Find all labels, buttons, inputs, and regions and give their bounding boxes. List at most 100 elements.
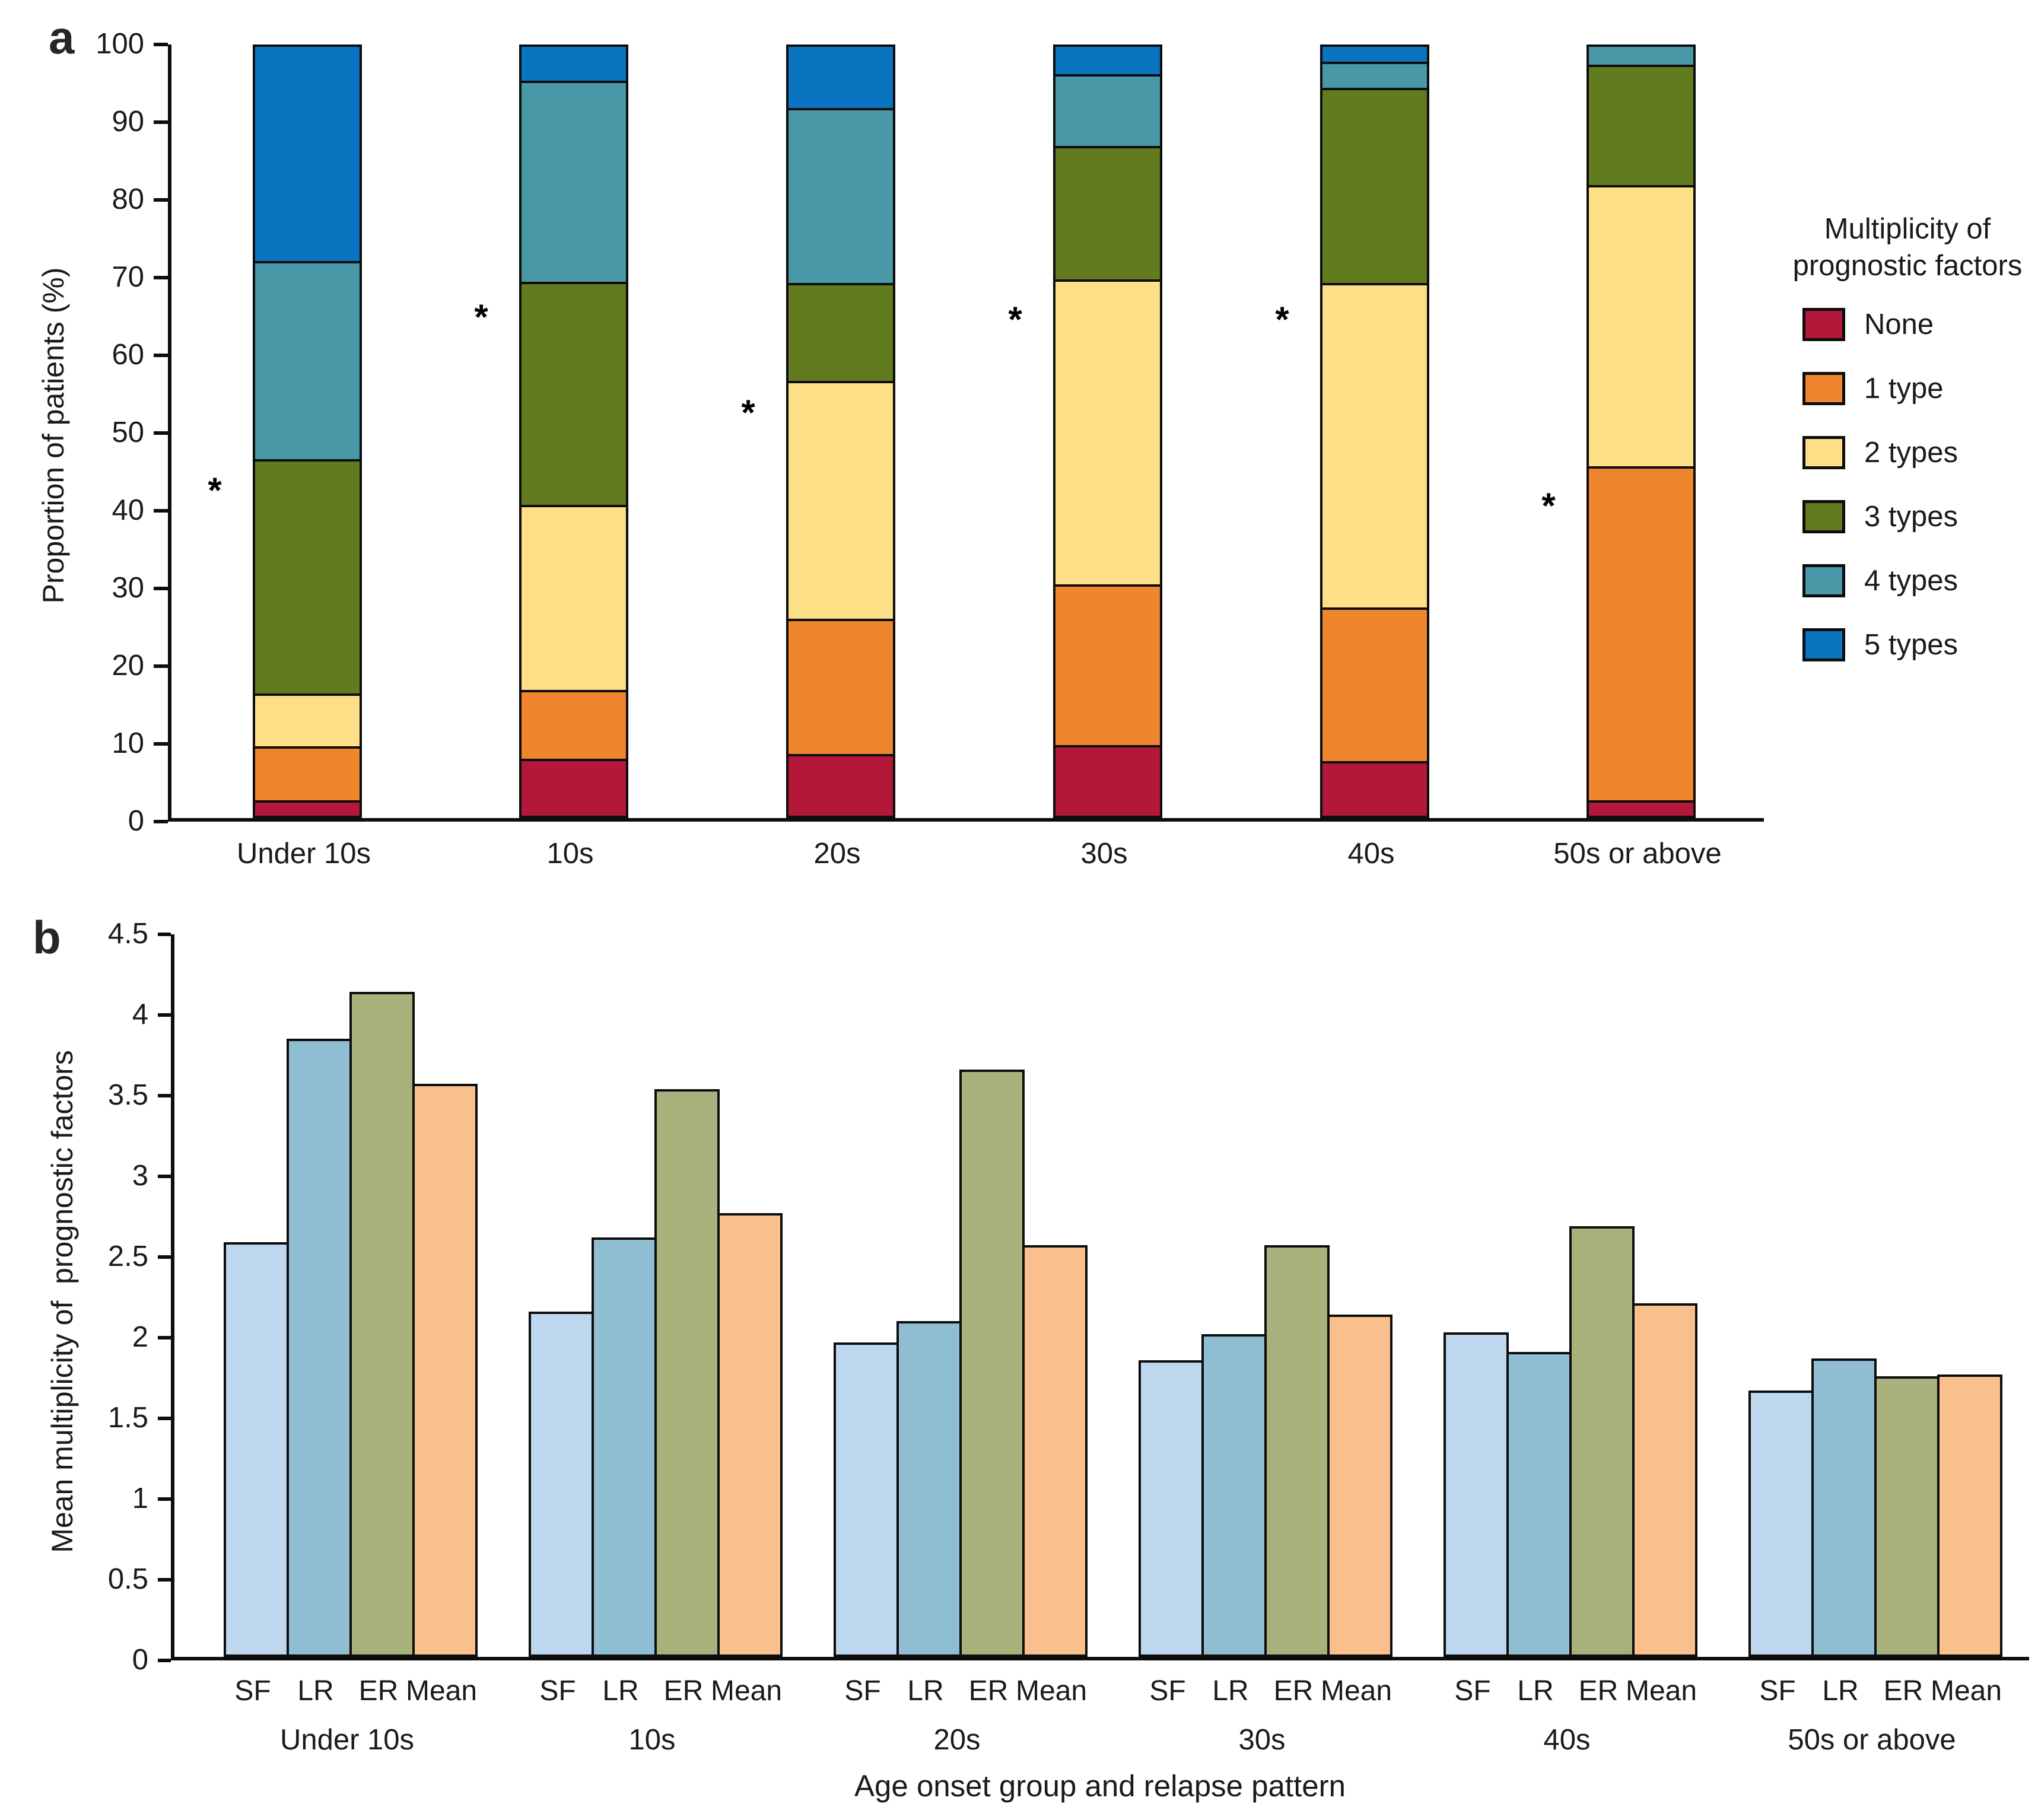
y-axis-tick-label: 1.5	[107, 1402, 148, 1434]
significance-asterisk: *	[1008, 299, 1022, 339]
panel-b-plot-area	[171, 934, 2029, 1660]
bar-segment-3-types	[786, 282, 895, 381]
bar-segment-none	[1586, 800, 1696, 818]
x-category-label: 10s	[546, 838, 594, 870]
y-axis-tick-label: 4	[132, 998, 148, 1030]
y-axis-tick-label: 30	[112, 572, 144, 604]
bar-lr-40s	[1506, 1351, 1572, 1657]
bar-er-20s	[959, 1069, 1025, 1657]
bar-segment-2-types	[786, 381, 895, 619]
bar-sub-label: ER	[663, 1675, 704, 1707]
significance-asterisk: *	[208, 470, 222, 511]
bar-segment-none	[519, 758, 628, 818]
y-axis-tick-label: 2.5	[107, 1240, 148, 1272]
bar-segment-3-types	[1320, 88, 1429, 283]
x-group-label: 30s	[1238, 1724, 1286, 1756]
bar-segment-3-types	[1586, 64, 1696, 186]
bar-er-50s-or-above	[1874, 1376, 1940, 1657]
bar-sf-40s	[1444, 1332, 1509, 1657]
y-axis-tick	[154, 198, 168, 202]
legend-item-label: 2 types	[1864, 437, 1958, 469]
panel-a-plot-area	[168, 44, 1764, 822]
bar-segment-none	[1320, 761, 1429, 818]
y-axis-tick-label: 0	[132, 1644, 148, 1676]
bar-mean-50s-or-above	[1937, 1374, 2002, 1657]
bar-segment-2-types	[253, 693, 362, 746]
bar-segment-2-types	[1053, 279, 1162, 585]
y-axis-tick	[158, 1417, 171, 1420]
y-axis-tick-label: 0	[128, 805, 144, 837]
panel-b-y-axis-title: Mean multiplicity of prognostic factors	[46, 1050, 79, 1553]
legend-swatch-4-types-icon	[1802, 564, 1845, 597]
y-axis-tick-label: 100	[96, 28, 144, 60]
x-group-label: 50s or above	[1788, 1724, 1956, 1756]
bar-sub-label: ER	[1578, 1675, 1619, 1707]
bar-sub-label: LR	[1517, 1675, 1554, 1707]
y-axis-tick	[154, 509, 168, 513]
legend-item: None	[1802, 308, 2035, 341]
bar-segment-2-types	[1586, 185, 1696, 466]
bar-mean-10s	[717, 1213, 783, 1657]
bar-sub-label: LR	[602, 1675, 639, 1707]
bar-segment-2-types	[519, 504, 628, 690]
y-axis-tick-label: 0.5	[107, 1563, 148, 1595]
legend-swatch-3-types-icon	[1802, 500, 1845, 533]
bar-sub-label: ER	[1883, 1675, 1923, 1707]
y-axis-tick-label: 60	[112, 339, 144, 371]
bar-sub-label: ER	[968, 1675, 1009, 1707]
y-axis-tick	[158, 1336, 171, 1339]
significance-asterisk: *	[1541, 486, 1556, 526]
y-axis-tick-label: 50	[112, 416, 144, 448]
legend-title: Multiplicity of prognostic factors	[1792, 213, 2023, 282]
significance-asterisk: *	[1275, 299, 1289, 339]
y-axis-tick-label: 90	[112, 106, 144, 138]
y-axis-tick	[158, 1659, 171, 1662]
x-category-label: 50s or above	[1553, 838, 1722, 870]
y-axis-tick	[154, 43, 168, 46]
bar-segment-4-types	[519, 81, 628, 282]
bar-sub-label: LR	[907, 1675, 944, 1707]
legend-item-label: None	[1864, 308, 1934, 341]
bar-segment-1-type	[253, 746, 362, 801]
y-axis-tick	[154, 276, 168, 279]
y-axis-tick	[158, 1255, 171, 1259]
bar-sub-label: Mean	[405, 1675, 478, 1707]
x-category-label: Under 10s	[236, 838, 371, 870]
bar-sub-label: SF	[234, 1675, 271, 1707]
legend-item-label: 3 types	[1864, 501, 1958, 533]
stacked-bar	[1586, 44, 1696, 818]
panel-b-label: b	[33, 911, 61, 963]
significance-asterisk: *	[474, 297, 488, 338]
bar-sub-label: SF	[844, 1675, 881, 1707]
bar-er-under-10s	[349, 992, 415, 1657]
y-axis-tick-label: 80	[112, 183, 144, 215]
bar-mean-20s	[1022, 1245, 1088, 1657]
stacked-bar	[1320, 44, 1429, 818]
bar-lr-under-10s	[287, 1039, 352, 1657]
bar-segment-1-type	[786, 618, 895, 754]
legend-swatch-none-icon	[1802, 308, 1845, 341]
y-axis-tick-label: 40	[112, 494, 144, 526]
y-axis-tick	[158, 933, 171, 936]
y-axis-tick-label: 20	[112, 650, 144, 682]
bar-sub-label: SF	[539, 1675, 576, 1707]
y-axis-tick-label: 1	[132, 1482, 148, 1514]
bar-sub-label: ER	[358, 1675, 399, 1707]
bar-lr-30s	[1201, 1334, 1267, 1657]
y-axis-tick	[154, 664, 168, 668]
bar-er-40s	[1569, 1226, 1635, 1657]
y-axis-tick	[154, 587, 168, 590]
legend-item: 2 types	[1802, 436, 2035, 469]
y-axis-tick-label: 3	[132, 1160, 148, 1192]
bar-sub-label: Mean	[1625, 1675, 1697, 1707]
x-category-label: 20s	[813, 838, 861, 870]
bar-segment-4-types	[1320, 61, 1429, 88]
y-axis-tick	[158, 1013, 171, 1017]
bar-segment-none	[1053, 745, 1162, 818]
x-group-label: 40s	[1543, 1724, 1591, 1756]
panel-b-x-axis-title: Age onset group and relapse pattern	[854, 1769, 1346, 1803]
y-axis-tick-label: 70	[112, 261, 144, 293]
bar-sf-10s	[529, 1311, 594, 1657]
x-group-label: Under 10s	[279, 1724, 415, 1756]
y-axis-tick	[158, 1497, 171, 1501]
